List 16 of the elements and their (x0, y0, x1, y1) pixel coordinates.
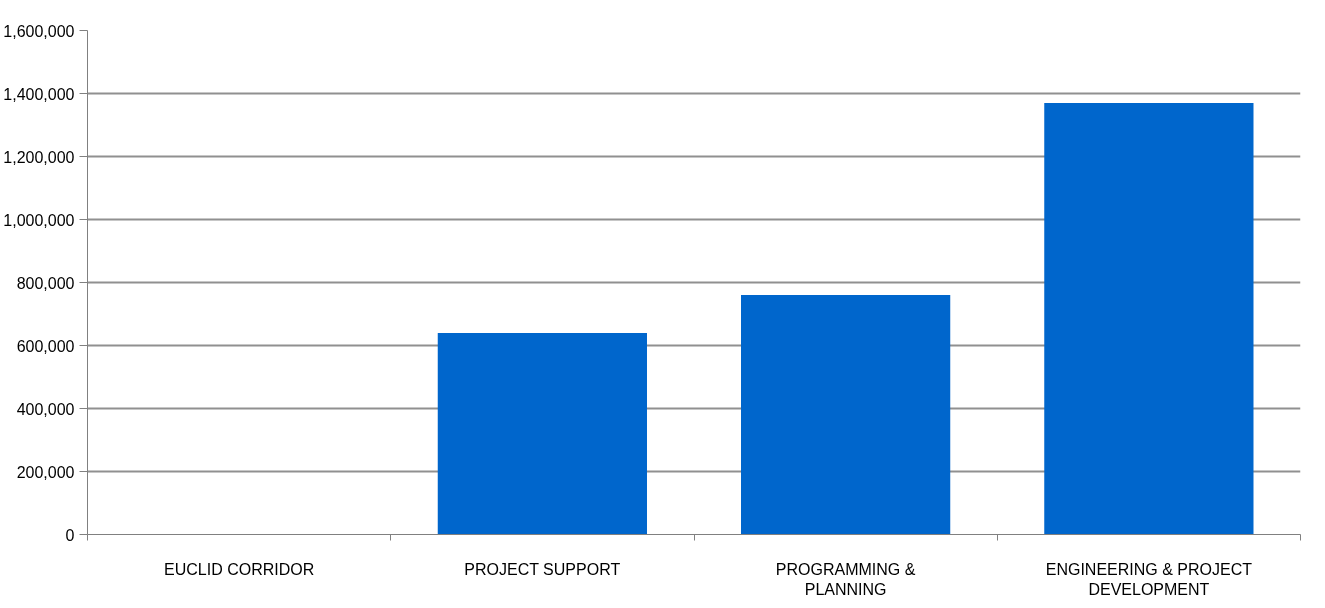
y-tick-label: 400,000 (16, 400, 75, 418)
bar (741, 295, 951, 535)
bar (437, 332, 647, 535)
y-tick-label: 1,400,000 (3, 85, 75, 103)
x-tick-label: PROJECT SUPPORT (464, 560, 621, 578)
x-tick-label: PROGRAMMING & PLANNING (775, 560, 916, 598)
y-tick-label: 800,000 (16, 274, 75, 292)
y-tick-label: 0 (65, 526, 75, 544)
y-tick-label: 600,000 (16, 337, 75, 355)
y-tick-label: 1,000,000 (3, 211, 75, 229)
x-tick-label: ENGINEERING & PROJECT DEVELOPMENT (1045, 560, 1253, 598)
bar (1044, 102, 1254, 535)
y-tick-label: 1,600,000 (3, 22, 75, 40)
x-tick-label: EUCLID CORRIDOR (164, 560, 315, 578)
y-tick-label: 1,200,000 (3, 148, 75, 166)
y-tick-label: 200,000 (16, 463, 75, 481)
